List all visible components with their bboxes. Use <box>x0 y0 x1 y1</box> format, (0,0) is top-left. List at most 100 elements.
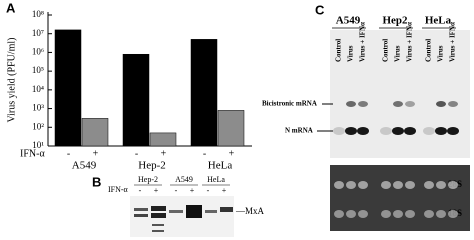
band <box>134 214 148 217</box>
rrna-band <box>381 181 391 189</box>
rrna-band <box>393 181 403 189</box>
bar <box>81 118 109 147</box>
y-tick-label: 10⁷ <box>32 28 44 38</box>
rrna-band <box>381 210 391 218</box>
band <box>404 127 416 135</box>
band <box>151 213 166 218</box>
band <box>333 127 345 135</box>
panel-label: A <box>6 0 16 15</box>
y-tick-label: 10³ <box>32 103 44 113</box>
series-label: + <box>229 148 235 159</box>
band <box>357 127 369 135</box>
rrna-band <box>334 210 344 218</box>
rrna-band <box>393 210 403 218</box>
cell-label: HeLa <box>425 15 452 27</box>
band <box>435 127 447 135</box>
rrna-band <box>346 181 356 189</box>
lane-label: Virus + IFNα <box>406 22 414 62</box>
y-tick-label: 10⁶ <box>32 46 44 56</box>
rrna-band <box>448 210 458 218</box>
rrna-band <box>448 181 458 189</box>
band <box>151 206 166 211</box>
panel-b: B IFN-α —MxA <box>92 174 265 237</box>
band <box>134 208 148 211</box>
cell-label: Hep-2 <box>138 175 158 184</box>
lane-label: - <box>139 186 142 195</box>
lane-label: + <box>190 186 195 195</box>
series-label: + <box>161 148 167 159</box>
x-tick-label: A549 <box>72 160 97 172</box>
band <box>152 224 164 226</box>
bar <box>54 29 82 147</box>
panel-label: B <box>92 174 101 189</box>
band <box>448 101 458 107</box>
lane-label: - <box>175 186 178 195</box>
rrna-band <box>424 210 434 218</box>
lane-label: Virus + IFNα <box>449 22 457 62</box>
lane-label: + <box>154 186 159 195</box>
band <box>436 101 446 107</box>
rrna-band <box>346 210 356 218</box>
band <box>423 127 435 135</box>
panel-label: C <box>315 2 325 17</box>
y-tick-label: 10⁸ <box>32 9 44 19</box>
band <box>186 205 202 218</box>
rrna-band <box>405 181 415 189</box>
y-tick-label: 10⁵ <box>32 65 44 75</box>
lane-label: - <box>207 186 210 195</box>
gel <box>330 165 470 231</box>
bar <box>149 132 177 147</box>
band <box>358 101 368 107</box>
band <box>392 127 404 135</box>
band <box>205 210 217 213</box>
y-tick-label: 10² <box>32 121 44 131</box>
band <box>405 101 415 107</box>
lane-label: Control <box>335 39 343 62</box>
rrna-band <box>424 181 434 189</box>
panel-c: C Bicistronic mRNA N mRNA 28S 18S <box>262 2 470 231</box>
band-label: N mRNA <box>285 127 313 135</box>
lane-label: Virus <box>347 45 355 62</box>
band <box>393 101 403 107</box>
lane-label: Virus <box>437 45 445 62</box>
cell-label: HeLa <box>207 175 225 184</box>
lane-label: + <box>222 186 227 195</box>
band <box>152 230 164 232</box>
band <box>345 127 357 135</box>
band <box>169 210 183 213</box>
band <box>346 101 356 107</box>
band <box>220 207 233 212</box>
rrna-band <box>436 181 446 189</box>
lane-label: Virus <box>394 45 402 62</box>
x-tick-label: Hep-2 <box>138 160 166 172</box>
x-tick-label: HeLa <box>208 160 233 172</box>
treatment-label: IFN-α <box>108 185 129 194</box>
bar <box>217 110 245 147</box>
cell-label: A549 <box>175 175 193 184</box>
series-label: - <box>67 148 70 159</box>
series-label: + <box>93 148 99 159</box>
y-axis-label: Virus yield (PFU/ml) <box>6 38 17 123</box>
lane-label: Virus + IFNα <box>359 22 367 62</box>
rrna-band <box>334 181 344 189</box>
cell-label: A549 <box>336 15 361 27</box>
rrna-band <box>358 210 368 218</box>
rrna-band <box>405 210 415 218</box>
rrna-band <box>358 181 368 189</box>
band <box>380 127 392 135</box>
row-label: IFN-α <box>20 148 45 159</box>
y-tick-label: 10⁴ <box>32 84 44 94</box>
blot <box>330 30 470 158</box>
lane-label: Control <box>425 39 433 62</box>
band <box>447 127 459 135</box>
series-label: - <box>203 148 206 159</box>
band-label: Bicistronic mRNA <box>262 100 317 108</box>
bar <box>122 53 150 147</box>
lane-label: Control <box>382 39 390 62</box>
y-tick-label: 10¹ <box>32 140 44 150</box>
cell-label: Hep2 <box>382 15 408 27</box>
series-label: - <box>135 148 138 159</box>
band-label: —MxA <box>235 206 265 216</box>
rrna-band <box>436 210 446 218</box>
